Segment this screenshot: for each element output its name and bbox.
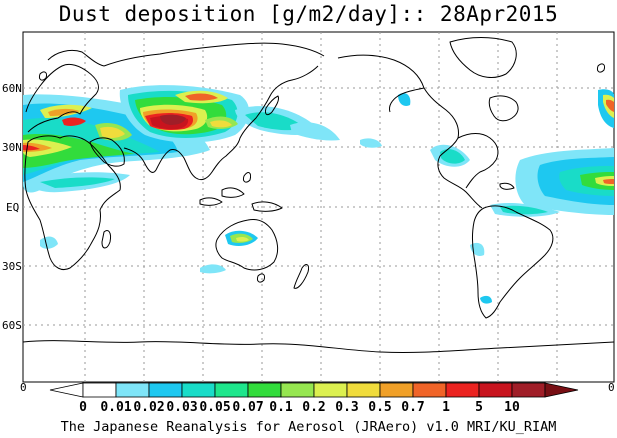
colorbar-tick-label: 10	[504, 400, 520, 415]
colorbar-cell	[544, 382, 579, 398]
colorbar-cell	[478, 382, 513, 398]
colorbar-tick-label: 0.1	[269, 400, 293, 415]
colorbar-cell	[445, 382, 480, 398]
footer-credit: The Japanese Reanalysis for Aerosol (JRA…	[60, 419, 557, 435]
coastlines	[23, 37, 614, 354]
lat-label-60n: 60N	[2, 82, 22, 95]
lat-label-eq: EQ	[6, 201, 19, 214]
colorbar-tick-label: 0.3	[335, 400, 358, 415]
colorbar-tick-label: 0.07	[232, 400, 263, 415]
colorbar-cell	[346, 382, 381, 398]
colorbar: 0 0 0 0.01 0.02 0.03 0.05 0.07 0.1 0.2 0.3 0.5 0.7…	[20, 381, 615, 415]
colorbar-cell	[214, 382, 249, 398]
colorbar-tick-label: 0.03	[166, 400, 197, 415]
colorbar-tick-label: 5	[475, 400, 483, 415]
colorbar-tick-label: 1	[442, 400, 450, 415]
colorbar-end-label-left: 0	[20, 381, 27, 394]
colorbar-tick-label: 0.7	[401, 400, 424, 415]
colorbar-cell	[247, 382, 282, 398]
colorbar-cell	[511, 382, 546, 398]
colorbar-tick-label: 0.01	[100, 400, 131, 415]
colorbar-tick-label: 0.02	[133, 400, 164, 415]
colorbar-cell	[181, 382, 216, 398]
colorbar-ticks: 0 0.01 0.02 0.03 0.05 0.07 0.1 0.2 0.3 0.5 0.7 1 5 10	[79, 400, 520, 415]
latitude-labels: 60N 30N EQ 30S 60S	[2, 82, 22, 332]
map-title: Dust deposition [g/m2/day]:: 28Apr2015	[58, 2, 559, 26]
colorbar-cell	[82, 382, 117, 398]
colorbar-cell	[313, 382, 348, 398]
colorbar-tick-label: 0.2	[302, 400, 325, 415]
colorbar-cells	[49, 382, 579, 398]
colorbar-tick-label: 0	[79, 400, 87, 415]
colorbar-tick-label: 0.5	[368, 400, 391, 415]
colorbar-cell	[115, 382, 150, 398]
lat-label-30n: 30N	[2, 141, 22, 154]
lat-label-30s: 30S	[2, 260, 22, 273]
colorbar-tick-label: 0.05	[199, 400, 230, 415]
colorbar-end-label-right: 0	[608, 381, 615, 394]
lat-label-60s: 60S	[2, 319, 22, 332]
colorbar-cell	[49, 382, 84, 398]
colorbar-cell	[280, 382, 315, 398]
colorbar-cell	[379, 382, 414, 398]
colorbar-cell	[148, 382, 183, 398]
colorbar-cell	[412, 382, 447, 398]
